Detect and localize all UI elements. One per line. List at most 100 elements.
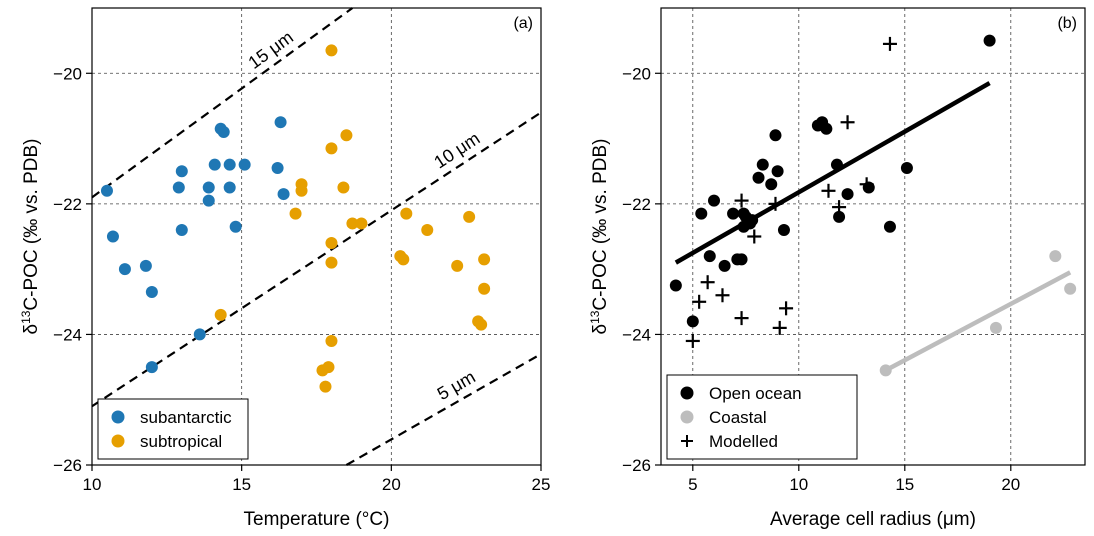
plot-frame xyxy=(660,7,1086,466)
data-point xyxy=(346,217,359,230)
data-point xyxy=(841,188,854,201)
data-point xyxy=(274,116,287,129)
data-point-plus xyxy=(734,311,749,326)
data-points xyxy=(669,34,1077,377)
data-point xyxy=(771,165,784,178)
data-point xyxy=(478,282,491,295)
legend: Open ocean Coastal Modelled xyxy=(666,374,858,460)
panel-label: (b) xyxy=(1057,15,1077,32)
data-point xyxy=(193,328,206,341)
y-axis-label: δ13C-POC (‰ vs. PDB) xyxy=(588,139,611,335)
data-point xyxy=(214,308,227,321)
data-point xyxy=(830,158,843,171)
data-point xyxy=(289,207,302,220)
legend-label: subantarctic xyxy=(140,408,232,427)
data-point xyxy=(238,158,251,171)
data-point-plus xyxy=(832,200,847,215)
data-point xyxy=(325,142,338,155)
y-axis-label-main: C-POC (‰ vs. PDB) xyxy=(590,139,611,311)
data-point xyxy=(463,210,476,223)
legend-box xyxy=(97,398,249,460)
data-point xyxy=(223,181,236,194)
fit-line xyxy=(674,81,991,265)
data-point xyxy=(777,223,790,236)
data-point xyxy=(223,158,236,171)
reference-lines: 15 μm 10 μm 5 μm xyxy=(91,7,542,466)
data-point xyxy=(475,318,488,331)
legend: subantarctic subtropical xyxy=(97,398,249,460)
y-axis-label-main: C-POC (‰ vs. PDB) xyxy=(21,139,42,311)
y-tick-label: −24 xyxy=(622,325,651,344)
data-point xyxy=(322,361,335,374)
data-point-plus xyxy=(700,275,715,290)
legend-marker xyxy=(680,410,694,424)
plot-frame xyxy=(91,7,542,466)
data-point-plus xyxy=(840,115,855,130)
data-point-plus xyxy=(882,36,897,51)
data-point xyxy=(217,126,230,139)
data-point xyxy=(669,279,682,292)
y-tick-label: −24 xyxy=(53,325,82,344)
reference-line-label: 15 μm xyxy=(245,27,298,73)
data-point xyxy=(451,259,464,272)
data-point xyxy=(118,263,131,276)
data-point-plus xyxy=(685,333,700,348)
data-point xyxy=(106,230,119,243)
data-point xyxy=(325,237,338,250)
reference-line xyxy=(91,7,354,199)
legend-label: Coastal xyxy=(709,408,767,427)
data-point xyxy=(337,181,350,194)
data-point xyxy=(727,207,740,220)
data-point xyxy=(695,207,708,220)
data-point xyxy=(989,321,1002,334)
fit-line xyxy=(884,270,1072,373)
legend-label: Open ocean xyxy=(709,384,802,403)
data-point-plus xyxy=(821,183,836,198)
data-point xyxy=(983,34,996,47)
data-point xyxy=(765,178,778,191)
data-point xyxy=(883,220,896,233)
legend-label: Modelled xyxy=(709,432,778,451)
data-point xyxy=(1064,282,1077,295)
legend-marker-plus xyxy=(681,435,693,447)
reference-line xyxy=(345,353,542,466)
x-tick-label: 20 xyxy=(382,475,401,494)
data-point xyxy=(756,158,769,171)
data-point xyxy=(478,253,491,266)
data-point xyxy=(145,361,158,374)
grid xyxy=(92,8,541,465)
panel-label: (a) xyxy=(513,15,533,32)
y-axis-label-prefix: δ xyxy=(590,324,611,335)
x-tick-label: 5 xyxy=(688,475,697,494)
y-tick-label: −26 xyxy=(622,456,651,475)
data-point xyxy=(340,129,353,142)
x-tick-label: 10 xyxy=(789,475,808,494)
legend-box xyxy=(666,374,858,460)
reference-line-label: 5 μm xyxy=(434,367,479,404)
data-point xyxy=(175,223,188,236)
data-point xyxy=(295,184,308,197)
data-point xyxy=(319,380,332,393)
data-point xyxy=(325,256,338,269)
data-point-plus xyxy=(768,196,783,211)
y-tick-label: −26 xyxy=(53,456,82,475)
data-point xyxy=(172,181,185,194)
data-point-plus xyxy=(734,193,749,208)
data-point xyxy=(271,161,284,174)
data-point-plus xyxy=(692,294,707,309)
data-point xyxy=(139,259,152,272)
data-point xyxy=(100,184,113,197)
data-point xyxy=(277,188,290,201)
x-axis-label: Average cell radius (μm) xyxy=(770,509,976,530)
fit-lines xyxy=(674,81,1072,373)
data-point xyxy=(735,253,748,266)
y-axis-label: δ13C-POC (‰ vs. PDB) xyxy=(19,139,42,335)
data-point-plus xyxy=(779,301,794,316)
y-axis-label-superscript: 13 xyxy=(588,310,602,324)
data-point xyxy=(703,250,716,263)
data-point xyxy=(325,334,338,347)
data-point xyxy=(325,44,338,57)
reference-line-label: 10 μm xyxy=(430,128,483,172)
